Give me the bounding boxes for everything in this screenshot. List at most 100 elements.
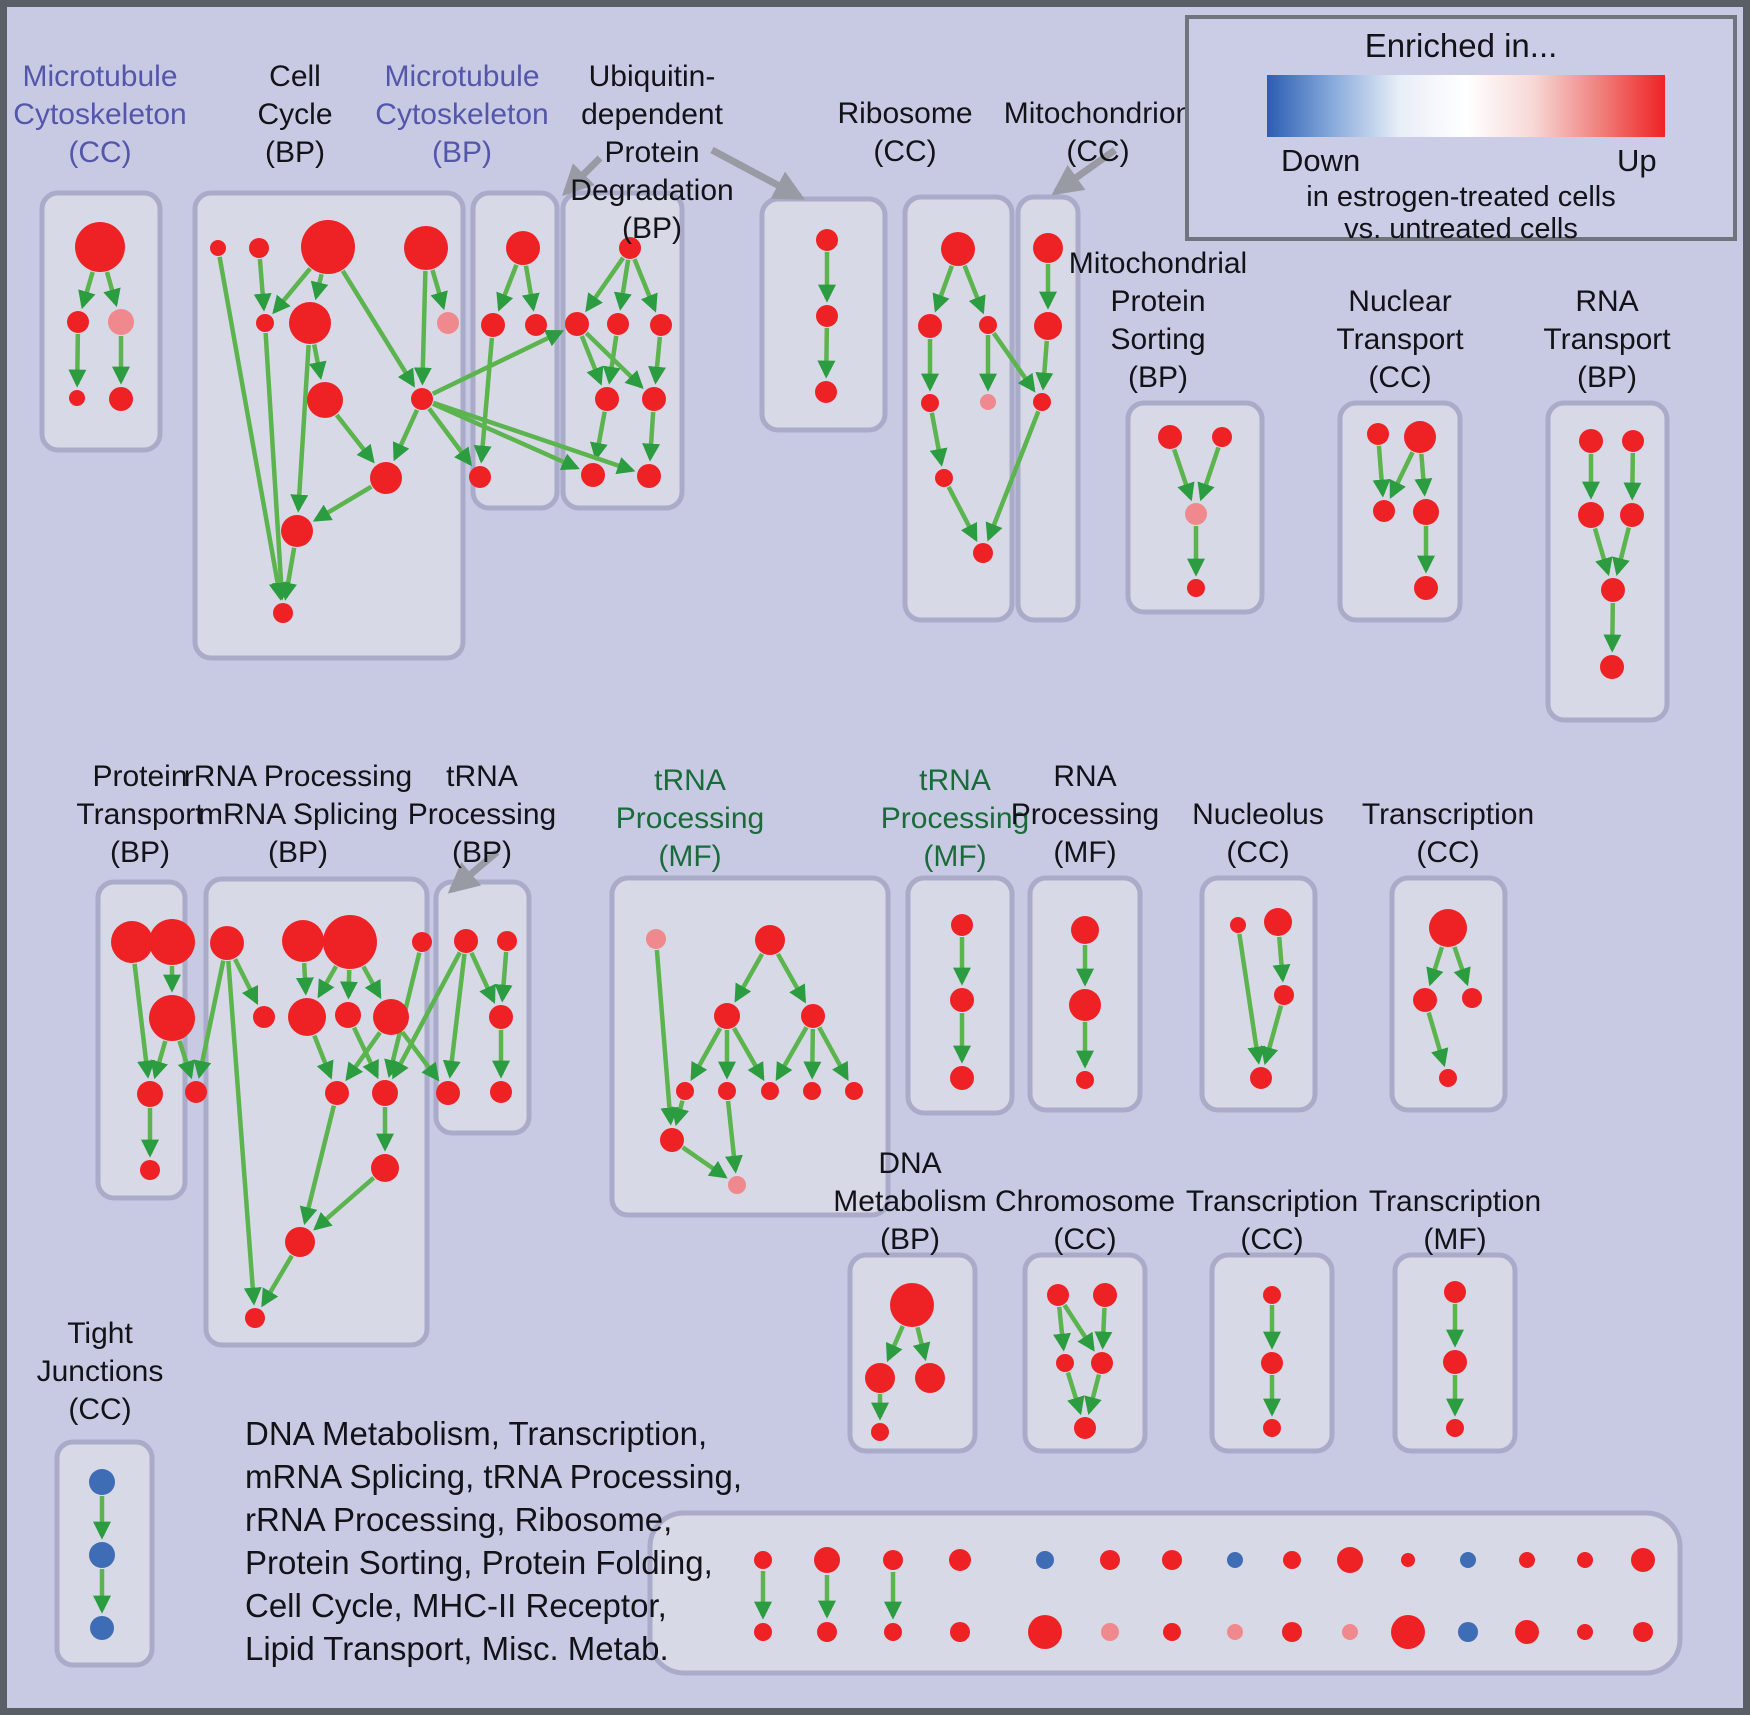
go-term-node-u2 <box>1261 1352 1283 1374</box>
go-term-node-n1 <box>646 929 666 949</box>
cluster-box-nucleolus-cc <box>1199 875 1318 1113</box>
go-term-node-v3 <box>1446 1419 1464 1437</box>
edge-b10-b11 <box>312 484 373 522</box>
strip-node-bottom-4 <box>1028 1615 1062 1649</box>
go-term-node-m2 <box>497 931 517 951</box>
go-term-node-l6 <box>288 998 326 1036</box>
go-term-node-w1 <box>89 1469 115 1495</box>
strip-node-top-4 <box>1036 1551 1054 1569</box>
edge-n2-n4 <box>775 952 807 1004</box>
go-term-node-l5 <box>253 1006 275 1028</box>
edge-l3-l6 <box>317 965 339 999</box>
go-term-node-a1 <box>75 222 125 272</box>
go-term-node-s4 <box>871 1423 889 1441</box>
edge-h2-h3 <box>1197 446 1221 502</box>
legend-up-label: Up <box>1617 143 1657 178</box>
go-term-node-c4 <box>469 466 491 488</box>
edge-l3-l8 <box>361 965 382 1000</box>
go-term-node-c3 <box>525 314 547 336</box>
go-term-node-n10 <box>660 1128 684 1152</box>
go-term-node-b5 <box>256 314 274 332</box>
edge-n4-n8 <box>803 1028 822 1080</box>
edge-f3-g3 <box>991 331 1036 393</box>
edge-g2-g3 <box>1035 340 1054 391</box>
mitochondrion-pointer-icon <box>1051 147 1118 196</box>
misc-text-line: mRNA Splicing, tRNA Processing, <box>245 1458 743 1495</box>
go-term-node-d2 <box>565 312 589 336</box>
go-term-node-m4 <box>436 1081 460 1105</box>
go-term-node-s1 <box>890 1283 934 1327</box>
go-term-node-h1 <box>1158 425 1182 449</box>
label-dna-metabolism-bp: DNA Metabolism (BP) <box>833 1147 987 1256</box>
label-rna-processing-mf: RNA Processing (MF) <box>1010 760 1160 869</box>
go-term-node-h3 <box>1185 503 1207 525</box>
edge-j4-j5 <box>1612 527 1631 577</box>
go-term-node-k4 <box>137 1081 163 1107</box>
misc-text-line: rRNA Processing, Ribosome, <box>245 1501 673 1538</box>
go-term-node-j5 <box>1601 578 1625 602</box>
go-term-node-k1 <box>111 921 153 963</box>
edge-f6-f7 <box>946 485 978 542</box>
go-term-node-n5 <box>676 1082 694 1100</box>
go-term-node-n6 <box>718 1082 736 1100</box>
strip-node-top-0 <box>754 1551 772 1569</box>
go-term-node-f2 <box>918 314 942 338</box>
label-trna-processing-bp: tRNA Processing (BP) <box>407 760 557 869</box>
edge-l2-l6 <box>295 962 314 996</box>
go-term-node-l13 <box>245 1308 265 1328</box>
edge-d5-d7 <box>590 411 608 461</box>
go-term-node-d8 <box>637 464 661 488</box>
go-term-node-t5 <box>1074 1417 1096 1439</box>
edge-n6-n11 <box>724 1100 743 1174</box>
edge-l1-l13 <box>226 960 262 1306</box>
go-term-node-t2 <box>1093 1283 1117 1307</box>
go-term-node-p2 <box>1069 989 1101 1021</box>
go-term-node-l11 <box>371 1154 399 1182</box>
go-term-node-n4 <box>801 1004 825 1028</box>
color-legend: Enriched in... Down Up in estrogen-treat… <box>1185 15 1737 245</box>
go-term-node-b4 <box>404 226 448 270</box>
cluster-box-nuclear-transport-cc <box>1337 400 1463 623</box>
go-term-node-o2 <box>950 988 974 1012</box>
edge-b9-d2 <box>431 329 565 396</box>
edge-b6-b11 <box>290 344 311 513</box>
strip-node-bottom-8 <box>1282 1622 1302 1642</box>
edge-r2-r4 <box>1426 1011 1449 1068</box>
go-term-node-w3 <box>90 1616 114 1640</box>
edge-s1-s2 <box>885 1325 905 1363</box>
go-term-node-i3 <box>1373 500 1395 522</box>
misc-clusters-text-block: DNA Metabolism, Transcription, mRNA Spli… <box>245 1412 742 1670</box>
label-microtubule-cytoskeleton-bp: Microtubule Cytoskeleton (BP) <box>375 60 549 169</box>
misc-text-line: DNA Metabolism, Transcription, <box>245 1415 708 1452</box>
label-rrna-processing-mrna-splicing-bp: rRNA Processing mRNA Splicing (BP) <box>183 760 413 869</box>
go-term-node-l7 <box>335 1002 361 1028</box>
strip-node-top-9 <box>1337 1547 1363 1573</box>
edge-f1-f3 <box>962 264 986 315</box>
go-term-node-j4 <box>1620 503 1644 527</box>
label-transcription-cc-middle: Transcription (CC) <box>1361 798 1535 869</box>
strip-node-top-10 <box>1401 1553 1415 1567</box>
go-term-node-b8 <box>307 382 343 418</box>
go-term-node-l9 <box>325 1081 349 1105</box>
go-term-node-b2 <box>249 238 269 258</box>
strip-node-top-14 <box>1631 1548 1655 1572</box>
strip-node-bottom-3 <box>950 1622 970 1642</box>
label-trna-processing-mf-2: tRNA Processing (MF) <box>880 764 1030 873</box>
legend-subtitle-line2: vs. untreated cells <box>1344 213 1578 245</box>
go-term-node-n2 <box>755 925 785 955</box>
edge-n5-n10 <box>671 1100 690 1127</box>
go-term-node-h2 <box>1212 427 1232 447</box>
go-term-node-n8 <box>803 1082 821 1100</box>
edge-l1-k6 <box>193 960 226 1079</box>
go-term-node-o3 <box>950 1066 974 1090</box>
go-term-node-g1 <box>1033 233 1063 263</box>
go-term-node-n11 <box>728 1176 746 1194</box>
edge-q1-q4 <box>1237 933 1266 1065</box>
edge-b9-b10 <box>392 408 420 462</box>
strip-node-bottom-5 <box>1101 1623 1119 1641</box>
go-term-node-b11 <box>281 515 313 547</box>
edge-b4-b7 <box>430 269 448 311</box>
go-term-node-d4 <box>650 314 672 336</box>
strip-node-top-5 <box>1100 1550 1120 1570</box>
